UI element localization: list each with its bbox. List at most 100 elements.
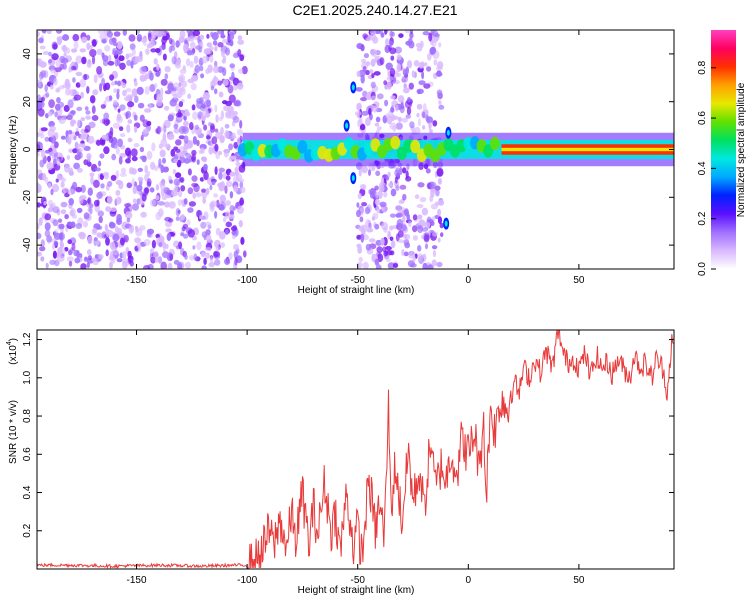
noise-speckle	[235, 171, 239, 177]
noise-speckle	[127, 101, 135, 108]
noise-speckle	[51, 53, 59, 61]
noise-speckle	[37, 169, 43, 175]
noise-speckle	[200, 147, 205, 154]
noise-speckle	[206, 99, 211, 108]
noise-speckle	[412, 255, 416, 262]
noise-speckle	[238, 68, 244, 74]
noise-speckle	[173, 123, 179, 130]
noise-speckle	[55, 30, 63, 34]
colorbar-tick-label: 0.0	[697, 262, 708, 276]
noise-speckle	[169, 179, 173, 184]
noise-speckle	[64, 214, 69, 220]
colorbar-label: Normalized spectral amplitude	[736, 82, 747, 217]
noise-speckle	[80, 263, 87, 269]
snr-y-tick-label: 1.2	[22, 332, 33, 346]
noise-speckle	[74, 141, 79, 150]
noise-speckle	[151, 239, 156, 249]
noise-speckle	[173, 128, 180, 134]
noise-speckle	[193, 253, 198, 261]
noise-speckle	[230, 226, 238, 232]
noise-speckle	[47, 128, 55, 138]
spectrogram-plot-area	[37, 30, 674, 269]
noise-speckle	[216, 199, 220, 208]
noise-speckle	[223, 217, 227, 223]
noise-speckle	[84, 256, 88, 261]
noise-speckle	[113, 99, 118, 106]
noise-speckle	[211, 180, 216, 186]
noise-speckle	[158, 242, 163, 248]
noise-speckle	[421, 227, 429, 232]
noise-speckle	[232, 77, 240, 86]
noise-speckle	[212, 40, 218, 46]
noise-speckle	[214, 143, 219, 152]
noise-speckle	[83, 212, 90, 220]
noise-speckle	[229, 205, 235, 212]
noise-speckle	[99, 153, 105, 159]
noise-speckle	[40, 127, 48, 132]
noise-speckle	[417, 214, 423, 220]
noise-speckle	[71, 48, 77, 53]
noise-speckle	[127, 250, 132, 259]
noise-speckle	[199, 34, 205, 40]
noise-speckle	[83, 145, 91, 151]
noise-speckle	[118, 126, 124, 132]
noise-speckle	[110, 143, 115, 148]
noise-speckle	[366, 91, 372, 101]
noise-speckle	[66, 155, 70, 160]
noise-speckle	[228, 214, 235, 220]
noise-speckle	[119, 133, 126, 138]
noise-speckle	[390, 55, 395, 61]
noise-speckle	[126, 182, 133, 189]
noise-speckle	[401, 117, 408, 123]
noise-speckle	[416, 204, 424, 209]
noise-speckle	[389, 250, 395, 256]
noise-speckle	[116, 258, 123, 263]
noise-speckle	[104, 82, 111, 91]
noise-speckle	[207, 64, 213, 73]
noise-speckle	[87, 198, 91, 204]
noise-speckle	[102, 118, 106, 125]
noise-speckle	[42, 30, 47, 34]
noise-speckle	[72, 77, 76, 83]
noise-speckle	[142, 38, 147, 46]
noise-speckle	[243, 250, 247, 258]
noise-speckle	[149, 72, 154, 81]
noise-speckle	[162, 241, 167, 249]
noise-speckle	[89, 172, 95, 178]
noise-speckle	[372, 36, 379, 44]
noise-speckle	[205, 187, 210, 195]
noise-speckle	[379, 57, 385, 66]
noise-speckle	[51, 183, 60, 193]
noise-speckle	[91, 257, 97, 262]
noise-speckle	[67, 239, 72, 245]
noise-speckle	[422, 125, 426, 130]
noise-speckle	[119, 62, 126, 70]
noise-speckle	[189, 254, 195, 261]
noise-speckle	[71, 214, 78, 219]
noise-speckle	[46, 30, 52, 35]
noise-speckle	[237, 39, 245, 45]
noise-speckle	[428, 32, 433, 42]
noise-speckle	[371, 253, 376, 263]
noise-speckle	[215, 114, 219, 123]
noise-speckle	[101, 134, 108, 140]
noise-speckle	[416, 103, 423, 110]
noise-speckle	[52, 43, 58, 50]
noise-speckle	[108, 95, 113, 101]
noise-speckle	[178, 190, 183, 198]
noise-speckle	[144, 86, 150, 95]
noise-speckle	[238, 178, 245, 183]
noise-speckle	[363, 53, 369, 59]
noise-speckle	[227, 84, 234, 94]
noise-speckle	[39, 159, 45, 168]
noise-speckle	[110, 81, 116, 86]
noise-speckle	[76, 250, 80, 259]
noise-speckle	[117, 80, 121, 87]
noise-speckle	[210, 125, 216, 133]
noise-speckle	[98, 160, 102, 167]
noise-speckle	[210, 200, 218, 208]
noise-speckle	[68, 249, 73, 256]
noise-speckle	[172, 168, 177, 175]
noise-speckle	[55, 103, 61, 111]
noise-speckle	[83, 73, 88, 81]
